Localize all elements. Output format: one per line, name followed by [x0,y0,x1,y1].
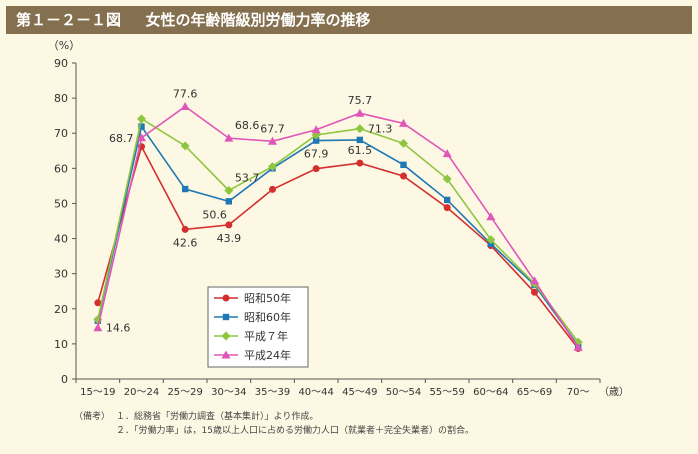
x-tick-label: 15～19 [80,387,115,398]
data-label: 42.6 [173,236,198,249]
data-point [311,125,321,134]
data-point [225,198,233,205]
figure-title-bar: 第１－２－１図 女性の年齢階級別労働力率の推移 [6,6,692,34]
y-tick-label: 10 [54,338,68,351]
data-point [442,174,452,184]
data-label: 43.9 [217,232,242,245]
data-point [443,204,451,212]
data-point [268,162,277,172]
legend-label: 昭和60年 [244,310,291,324]
y-tick-label: 90 [54,57,68,70]
data-point [181,225,189,233]
data-label: 14.6 [106,322,131,335]
x-tick-label: 25～29 [167,387,202,398]
data-point [573,342,583,351]
y-tick-label: 50 [54,197,68,210]
y-tick-label: 30 [54,268,68,281]
x-tick-label: 50～54 [386,387,421,398]
figure-title: 女性の年齢階級別労働力率の推移 [145,11,371,29]
x-tick-label: 30～34 [211,387,246,398]
data-point [269,185,276,193]
data-point [486,235,496,245]
data-label: 77.6 [173,88,198,101]
legend-label: 平成７年 [244,329,288,343]
data-point [442,149,452,158]
y-tick-label: 60 [54,162,68,175]
data-point [400,161,407,169]
data-point [181,185,189,193]
series-line-3 [97,105,579,348]
data-point [93,323,103,332]
figure-number: 第１－２－１図 [16,11,122,29]
legend-marker [222,294,230,302]
x-tick-label: 35～39 [255,387,290,398]
y-tick-label: 80 [54,92,68,105]
data-label: 68.6 [235,119,259,132]
data-point [486,212,496,221]
data-point [356,136,364,144]
series-line-0 [97,144,579,349]
notes: （備考） １．総務省「労働力調査（基本集計）」より作成。 ２．「労働力率」は，15… [74,410,474,438]
y-tick-label: 70 [54,127,68,140]
data-point [443,196,451,204]
data-point [399,118,408,127]
data-point [224,133,234,142]
data-point [531,288,538,296]
x-tick-label: 55～59 [429,387,464,398]
data-point [94,299,102,307]
y-tick-label: 20 [54,303,68,316]
data-point [355,124,365,134]
data-label: 61.5 [348,144,373,157]
x-tick-label: 45～49 [342,387,377,398]
y-axis-label: （%） [48,39,80,52]
data-point [530,276,539,285]
note-item: １．総務省「労働力調査（基本集計）」より作成。 [116,412,319,422]
data-point [224,185,234,195]
legend-marker [221,350,231,359]
data-label: 71.3 [368,123,393,136]
data-point [137,114,146,124]
data-label: 50.6 [202,208,227,221]
data-label: 53.7 [235,171,259,184]
x-tick-label: 20～24 [124,387,159,398]
legend-marker [221,331,231,341]
data-point [312,165,320,173]
data-point [137,133,146,142]
series-line-1 [97,124,579,347]
y-tick-label: 0 [61,373,68,386]
data-point [225,221,233,229]
data-point [355,108,365,117]
data-label: 67.7 [260,122,285,135]
notes-label: （備考） [74,412,111,422]
data-label: 67.9 [304,148,329,161]
data-point [399,138,408,148]
note-item: ２．「労働力率」は，15歳以上人口に占める労働力人口（就業者＋完全失業者）の割合… [116,426,474,436]
x-axis-unit: （歳） [599,386,629,398]
data-label: 75.7 [348,94,373,107]
data-point [138,123,145,130]
x-tick-label: 40～44 [298,387,333,398]
data-label: 68.7 [109,132,134,145]
legend-label: 平成24年 [244,348,291,362]
x-tick-label: 70～ [567,387,590,398]
data-point [400,172,407,180]
y-tick-label: 40 [54,233,68,246]
data-point [312,137,320,144]
legend-label: 昭和50年 [244,291,291,305]
x-tick-label: 65～69 [517,387,552,398]
x-tick-label: 60～64 [473,387,508,398]
data-point [180,141,190,151]
legend-marker [222,313,230,321]
data-point [268,136,277,145]
data-point [180,102,190,111]
series-line-2 [97,117,579,343]
data-point [356,159,364,167]
